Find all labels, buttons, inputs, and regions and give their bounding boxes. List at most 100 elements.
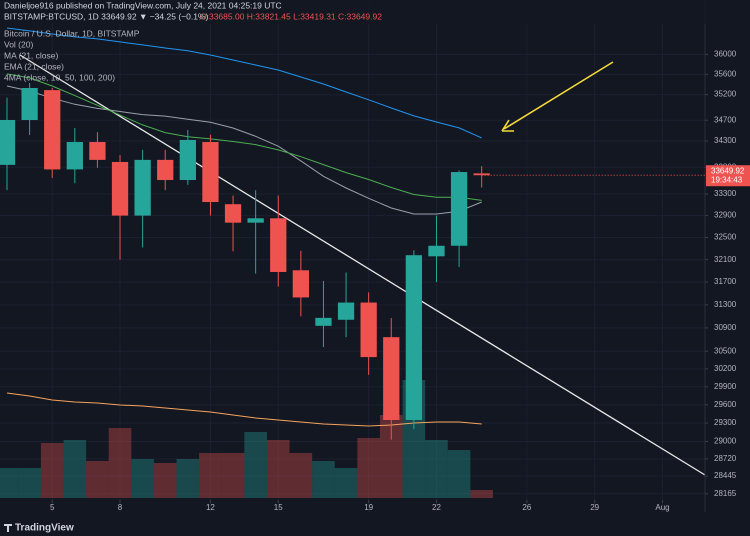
legend-entry: 4MA (close, 10, 50, 100, 200) bbox=[4, 72, 115, 82]
candle-body bbox=[292, 270, 309, 298]
footer bbox=[0, 516, 750, 536]
y-tick-label: 31700 bbox=[714, 277, 737, 286]
volume-bar bbox=[0, 468, 19, 498]
candle-body bbox=[202, 142, 219, 203]
volume-bar bbox=[312, 461, 335, 498]
y-tick-label: 35600 bbox=[714, 69, 737, 78]
candle-body bbox=[66, 142, 83, 170]
candle-body bbox=[247, 218, 264, 223]
y-tick-label: 32900 bbox=[714, 211, 737, 220]
legend-entry: EMA (21, close) bbox=[4, 61, 64, 71]
volume-bar bbox=[199, 453, 222, 498]
candle-body bbox=[383, 337, 400, 421]
x-tick-label: 29 bbox=[590, 503, 599, 512]
legend-entry: MA (21, close) bbox=[4, 50, 58, 60]
volume-bar bbox=[357, 438, 380, 498]
volume-bar bbox=[266, 440, 290, 498]
x-tick-label: 12 bbox=[206, 503, 215, 512]
candle-body bbox=[270, 218, 287, 272]
candle-body bbox=[315, 317, 332, 326]
y-tick-label: 33300 bbox=[714, 189, 737, 198]
volume-bar bbox=[470, 490, 493, 498]
ohlc-line: O:33685.00 H:33821.45 L:33419.31 C:33649… bbox=[200, 11, 382, 21]
y-tick-label: 32100 bbox=[714, 255, 737, 264]
candle-body bbox=[134, 159, 151, 216]
candle-body bbox=[360, 302, 377, 358]
volume-bar bbox=[131, 459, 154, 498]
y-tick-label: 31300 bbox=[714, 300, 737, 309]
candle-body bbox=[428, 245, 445, 257]
volume-bar bbox=[379, 415, 403, 498]
indicator-line bbox=[6, 392, 482, 427]
y-tick-label: 34300 bbox=[714, 136, 737, 145]
annotation-arrow bbox=[501, 61, 614, 132]
legend-entry: Vol (20) bbox=[4, 39, 33, 49]
y-tick-label: 29300 bbox=[714, 418, 737, 427]
x-tick-label: 26 bbox=[522, 503, 531, 512]
chart-title: Bitcoin / U.S. Dollar, 1D, BITSTAMP bbox=[4, 28, 140, 38]
x-tick-label: 15 bbox=[274, 503, 283, 512]
y-tick-label: 30500 bbox=[714, 346, 737, 355]
indicator-line bbox=[6, 85, 482, 215]
y-tick-label: 32500 bbox=[714, 233, 737, 242]
volume-bar bbox=[176, 459, 200, 498]
indicator-lines bbox=[6, 27, 482, 427]
y-tick-label: 34700 bbox=[714, 115, 737, 124]
y-tick-label: 29000 bbox=[714, 437, 737, 446]
candle-body bbox=[111, 161, 129, 216]
last-price-label: 33649.92 bbox=[711, 166, 745, 175]
x-tick-label: Aug bbox=[655, 503, 669, 512]
volume-bar bbox=[86, 461, 109, 498]
volume-bar bbox=[108, 428, 132, 498]
volume-bar bbox=[289, 453, 313, 498]
candle-body bbox=[337, 302, 355, 320]
y-tick-label: 28720 bbox=[714, 454, 737, 463]
y-tick-label: 29600 bbox=[714, 400, 737, 409]
y-tick-label: 29900 bbox=[714, 382, 737, 391]
y-tick-label: 28165 bbox=[714, 489, 737, 498]
last-price-box bbox=[706, 165, 750, 187]
indicator-line bbox=[6, 73, 482, 201]
x-tick-label: 8 bbox=[118, 503, 123, 512]
trend-line bbox=[19, 54, 706, 476]
indicator-line bbox=[6, 27, 482, 139]
x-tick-label: 5 bbox=[50, 503, 55, 512]
header-bar bbox=[0, 0, 750, 24]
x-tick-label: 22 bbox=[432, 503, 441, 512]
candle-body bbox=[405, 255, 423, 421]
y-tick-label: 36000 bbox=[714, 49, 737, 58]
countdown-label: 19:34:43 bbox=[711, 175, 743, 184]
candle-body bbox=[44, 90, 61, 170]
candle-body bbox=[473, 173, 490, 176]
candles bbox=[0, 82, 490, 440]
candle-body bbox=[89, 142, 106, 160]
x-tick-label: 19 bbox=[364, 503, 373, 512]
y-tick-label: 30900 bbox=[714, 323, 737, 332]
brand: TradingView bbox=[15, 523, 74, 534]
legend: Vol (20)MA (21, close)EMA (21, close)4MA… bbox=[4, 39, 115, 82]
volume-bar bbox=[221, 453, 245, 498]
axes: 3600035600352003470034300338003330032900… bbox=[50, 49, 750, 512]
arrow-line bbox=[503, 61, 614, 130]
y-tick-label: 28445 bbox=[714, 471, 737, 480]
volume-bar bbox=[244, 432, 267, 498]
volume-bar bbox=[40, 443, 64, 498]
volume-bar bbox=[63, 440, 87, 498]
arrow-head bbox=[501, 119, 514, 132]
volume-bar bbox=[447, 450, 471, 498]
candle-body bbox=[224, 204, 242, 223]
volume-bar bbox=[18, 468, 41, 498]
brand-logo bbox=[4, 524, 12, 532]
y-tick-label: 30200 bbox=[714, 364, 737, 373]
candle-body bbox=[450, 172, 468, 246]
candle-body bbox=[21, 88, 38, 121]
volume-bar bbox=[153, 463, 177, 498]
y-tick-label: 35200 bbox=[714, 90, 737, 99]
candle-body bbox=[179, 139, 196, 181]
candle-body bbox=[157, 159, 174, 181]
quote-line: BITSTAMP:BTCUSD, 1D 33649.92 ▼ −34.25 (−… bbox=[4, 11, 208, 21]
volume-bar bbox=[425, 440, 448, 498]
